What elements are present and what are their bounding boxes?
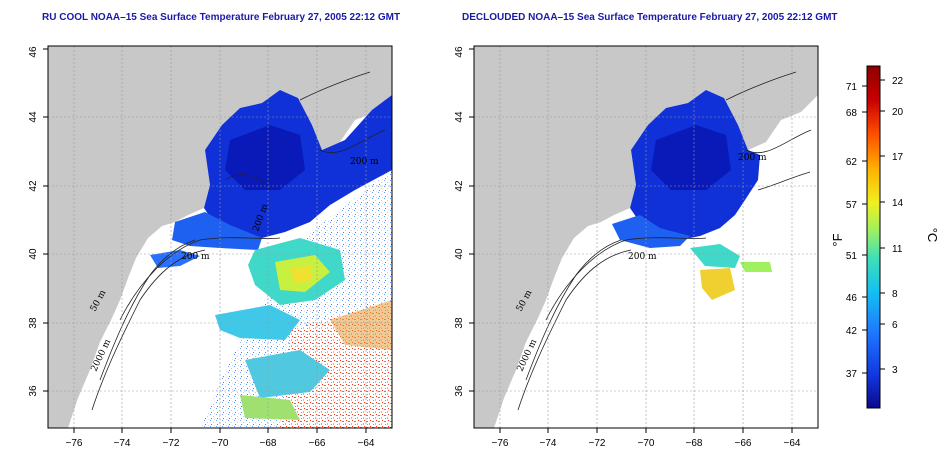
deep-cold-core [225, 125, 305, 190]
y-tick-label: 42 [454, 180, 465, 192]
colorbar-unit-c: °C [925, 228, 940, 243]
y-axis-right: 36 38 40 42 44 46 [454, 46, 474, 397]
colorbar: 37 42 46 51 57 62 68 71 3 6 8 11 14 17 2… [830, 65, 940, 409]
y-tick-label: 40 [454, 248, 465, 260]
y-tick-label: 44 [454, 111, 465, 123]
deep-cold-core [651, 125, 731, 190]
x-tick-label: −66 [735, 438, 752, 449]
y-tick-label: 40 [28, 248, 39, 260]
y-tick-label: 46 [454, 46, 465, 58]
y-tick-label: 36 [28, 385, 39, 397]
colorbar-f-tick: 71 [846, 82, 858, 93]
x-axis-left: −76 −74 −72 −70 −68 −66 −64 [66, 428, 375, 449]
colorbar-f-tick: 51 [846, 251, 858, 262]
contour-200m [119, 237, 281, 321]
x-tick-label: −70 [638, 438, 655, 449]
colorbar-gradient [866, 65, 881, 409]
colorbar-c-tick: 3 [892, 365, 898, 376]
x-tick-label: −64 [358, 438, 375, 449]
x-tick-label: −68 [260, 438, 277, 449]
contour-50m [99, 239, 196, 381]
grid-left [48, 46, 392, 428]
y-tick-label: 36 [454, 385, 465, 397]
colorbar-f-tick: 46 [846, 293, 858, 304]
y-axis-left: 36 38 40 42 44 46 [28, 46, 48, 397]
contour-2000m [517, 249, 632, 411]
colorbar-c-tick: 14 [892, 198, 904, 209]
y-tick-label: 38 [454, 317, 465, 329]
map-panel-left: 50 m 2000 m 200 m 200 m 200 m −76 −74 −7… [28, 45, 393, 449]
contour-label-200m: 200 m [628, 252, 657, 262]
panel-right-title: DECLOUDED NOAA–15 Sea Surface Temperatur… [462, 12, 838, 23]
colorbar-c-tick: 22 [892, 76, 904, 87]
land-mass [474, 46, 818, 428]
colorbar-c-tick: 20 [892, 107, 904, 118]
shelf-water [612, 215, 690, 248]
colorbar-c-tick: 6 [892, 320, 898, 331]
x-tick-label: −64 [784, 438, 801, 449]
x-tick-label: −70 [212, 438, 229, 449]
colorbar-f-tick: 57 [846, 200, 858, 211]
x-tick-label: −76 [492, 438, 509, 449]
map-panel-right: 50 m 2000 m 200 m 200 m −76 −74 −72 −70 … [454, 45, 819, 449]
colorbar-f-tick: 42 [846, 326, 858, 337]
y-tick-label: 46 [28, 46, 39, 58]
contour-2000m [91, 249, 206, 411]
x-tick-label: −72 [589, 438, 606, 449]
y-tick-label: 44 [28, 111, 39, 123]
x-tick-label: −66 [309, 438, 326, 449]
grid-right [474, 46, 818, 428]
x-tick-label: −74 [540, 438, 557, 449]
y-tick-label: 42 [28, 180, 39, 192]
colorbar-c-tick: 11 [892, 244, 903, 255]
y-tick-label: 38 [28, 317, 39, 329]
panel-left-title: RU COOL NOAA–15 Sea Surface Temperature … [42, 12, 401, 23]
x-tick-label: −68 [686, 438, 703, 449]
x-tick-label: −72 [163, 438, 180, 449]
x-tick-label: −74 [114, 438, 131, 449]
contour-label-200m-b: 200 m [738, 153, 767, 163]
contour-50m [525, 239, 622, 381]
colorbar-f-tick: 62 [846, 157, 858, 168]
x-tick-label: −76 [66, 438, 83, 449]
contour-label-200m-c: 200 m [350, 157, 379, 167]
colorbar-c-tick: 8 [892, 289, 898, 300]
x-axis-right: −76 −74 −72 −70 −68 −66 −64 [492, 428, 801, 449]
contour-label-200m: 200 m [181, 252, 210, 262]
colorbar-unit-f: °F [830, 233, 845, 246]
land-mass [48, 46, 392, 428]
colorbar-f-tick: 68 [846, 108, 858, 119]
warm-plume [690, 244, 740, 268]
colorbar-c-tick: 17 [892, 152, 904, 163]
colorbar-f-tick: 37 [846, 369, 858, 380]
contour-200m [545, 237, 707, 321]
